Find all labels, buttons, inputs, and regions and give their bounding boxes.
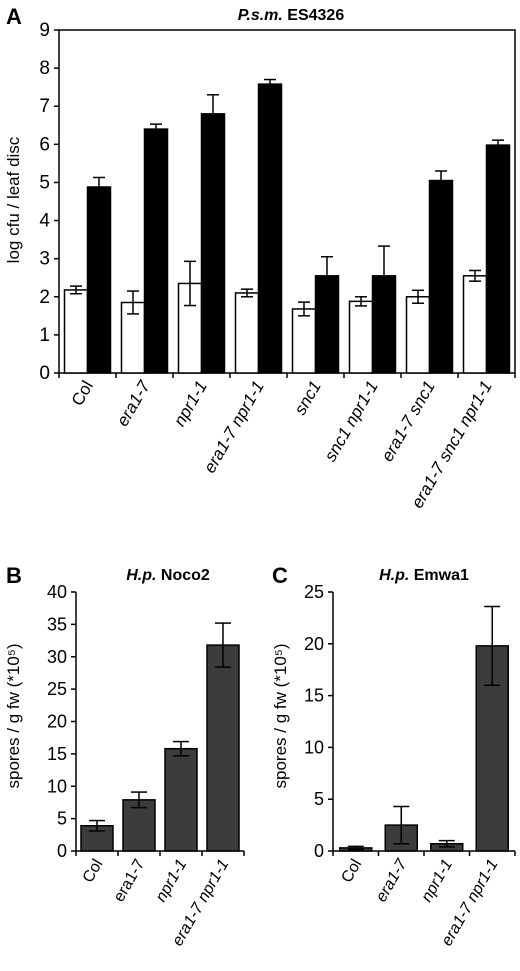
panel-a-letter: A <box>6 4 22 29</box>
panel-0-bar <box>291 308 317 374</box>
panel-b-letter: B <box>6 563 22 588</box>
panel-1-category-label: Col <box>80 857 107 886</box>
panel-0-category-label: snc1 <box>291 378 325 419</box>
panel-1-ytick-label: 25 <box>47 679 67 699</box>
panel-0-ytick-label: 1 <box>39 325 50 346</box>
panel-0-bar <box>428 179 454 374</box>
panel-2-category-label: era1-7 <box>373 856 411 906</box>
panel-0-ytick-label: 5 <box>39 172 50 193</box>
panel-1-category-label: era1-7 <box>111 856 149 905</box>
panel-1-bar <box>206 644 240 852</box>
panel-0-bar <box>200 113 226 374</box>
panel-c: C H.p. Emwa1 spores / g fw (*10⁵) 0 5 10 15… <box>271 563 516 949</box>
panel-c-title: H.p. Emwa1 <box>379 567 469 584</box>
panel-0-ytick-label: 0 <box>39 363 50 384</box>
panel-0-bar <box>348 300 374 374</box>
panel-0-ytick-label: 3 <box>39 249 50 270</box>
panel-0-bar <box>485 144 511 374</box>
panel-1-category-label: npr1-1 <box>153 857 191 906</box>
panel-0-ytick-label: 4 <box>39 211 50 232</box>
panel-1-ytick-label: 35 <box>47 614 67 634</box>
panel-0-ytick-label: 7 <box>39 96 50 117</box>
panel-1-ytick-label: 15 <box>47 744 67 764</box>
panel-0-category-label: Col <box>68 378 97 410</box>
panel-1-ytick-label: 30 <box>47 647 67 667</box>
panel-0-bar <box>257 83 283 374</box>
panel-0-category-label: era1-7 npr1-1 <box>200 378 268 477</box>
panel-2-ytick-label: 15 <box>304 686 324 706</box>
panel-2-ytick-label: 5 <box>314 789 324 809</box>
panel-0-category-label: snc1 npr1-1 <box>321 378 382 465</box>
panel-c-ylabel: spores / g fw (*10⁵) <box>271 644 290 789</box>
panel-1-ytick-label: 40 <box>47 582 67 602</box>
panel-1-bar <box>122 799 156 852</box>
panel-a-title: P.s.m. ES4326 <box>238 7 345 24</box>
panel-1-ytick-label: 5 <box>57 809 67 829</box>
panel-2-ytick-label: 25 <box>304 582 324 602</box>
panel-b-title: H.p. Noco2 <box>126 567 210 584</box>
panel-0-bar <box>86 186 112 374</box>
panel-0-bar <box>234 292 260 374</box>
panel-0-bar <box>462 275 488 374</box>
panel-0-ytick-label: 6 <box>39 134 50 155</box>
panel-0-category-label: era1-7 snc1 <box>378 378 439 465</box>
panel-1-ytick-label: 20 <box>47 712 67 732</box>
panel-0-category-label: era1-7 <box>113 377 154 430</box>
panel-0-ytick-label: 9 <box>39 20 50 41</box>
panel-0-bar <box>143 128 169 374</box>
panel-1-ytick-label: 0 <box>57 841 67 861</box>
panel-0-bar <box>405 296 431 374</box>
panel-0-bar <box>63 289 89 374</box>
panel-0-ytick-label: 2 <box>39 287 50 308</box>
panel-0-category-label: npr1-1 <box>170 378 211 430</box>
panel-c-letter: C <box>272 563 288 588</box>
panel-2-ytick-label: 10 <box>304 737 324 757</box>
panel-b-ylabel: spores / g fw (*10⁵) <box>4 644 23 789</box>
panel-2-category-label: Col <box>338 857 365 886</box>
panel-0-ytick-label: 8 <box>39 58 50 79</box>
panel-b: B H.p. Noco2 spores / g fw (*10⁵) 0 5 10 15… <box>4 563 245 949</box>
panel-a-ylabel: log cfu / leaf disc <box>4 136 23 263</box>
panel-a: A P.s.m. ES4326 log cfu / leaf disc 0 1 2 3… <box>4 4 516 511</box>
panel-1-bar <box>164 747 198 852</box>
panel-2-category-label: npr1-1 <box>418 857 456 906</box>
panel-2-ytick-label: 20 <box>304 634 324 654</box>
panel-1-ytick-label: 10 <box>47 776 67 796</box>
panel-2-ytick-label: 0 <box>314 841 324 861</box>
